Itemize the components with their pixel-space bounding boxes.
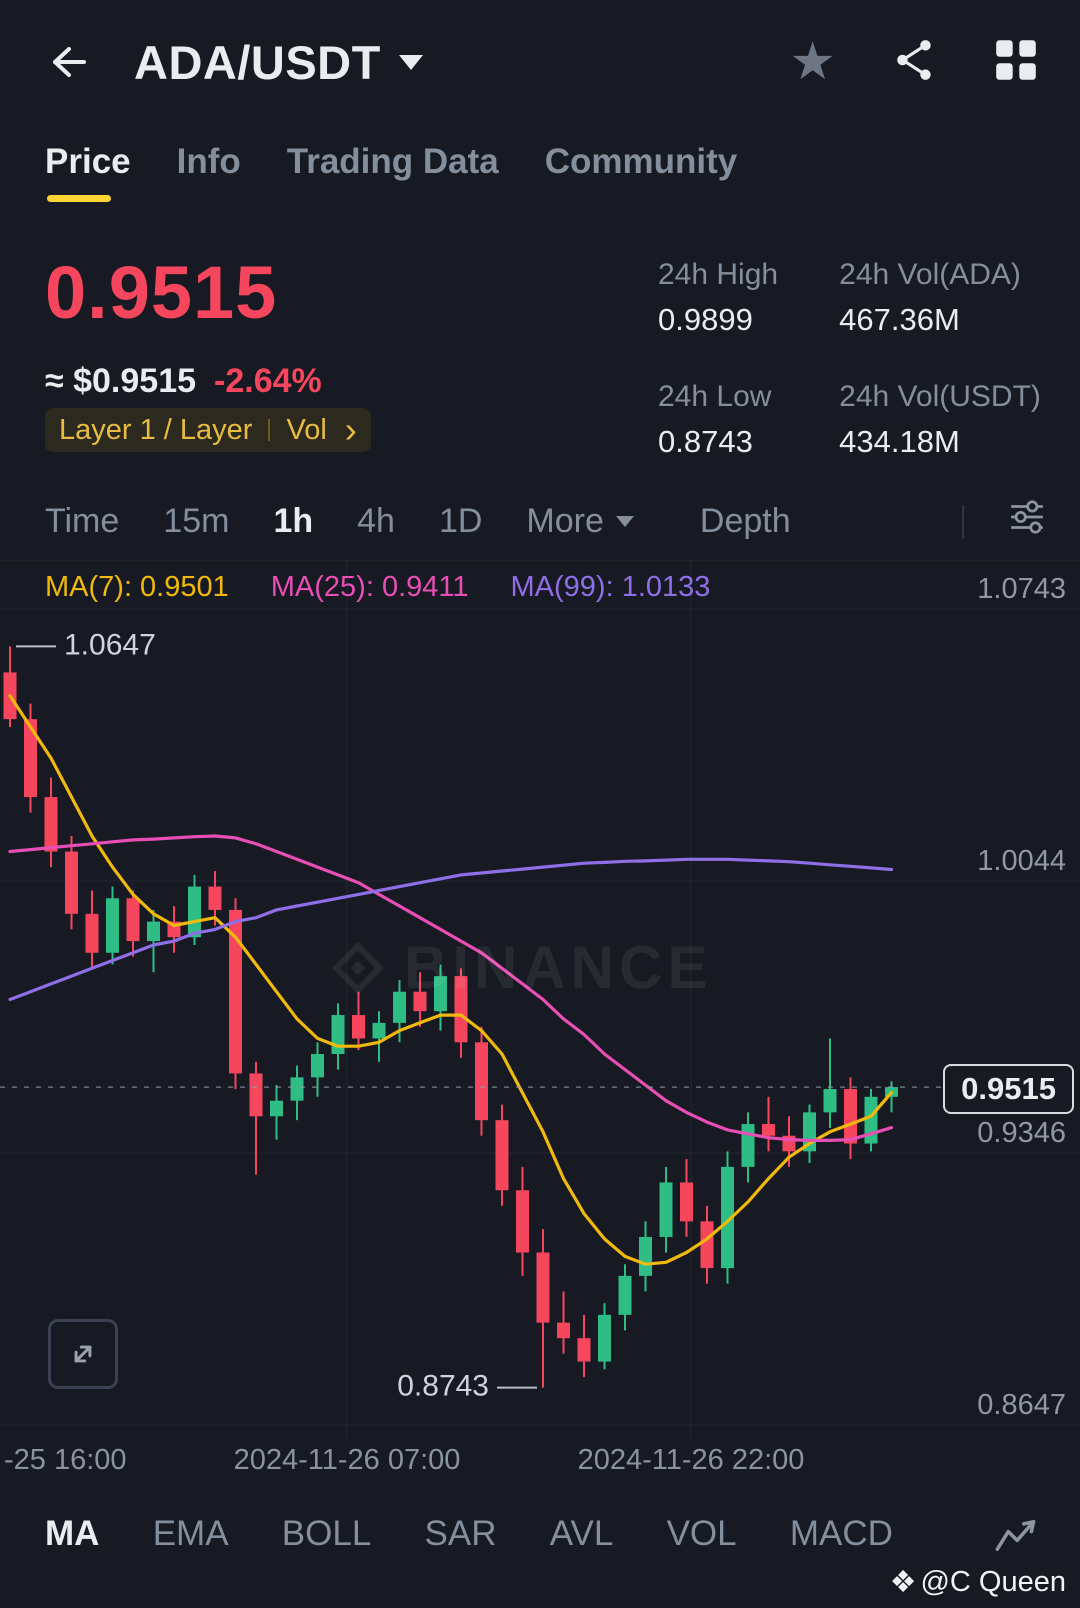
chart-settings-button[interactable] [1008,498,1046,545]
chart-canvas[interactable]: 1.0647 0.8743 [0,561,1080,1441]
binance-watermark: BINANCE [330,933,712,1002]
ma25-label: MA(25): 0.9411 [270,571,469,603]
tab-trading-data[interactable]: Trading Data [286,142,499,181]
share-icon [897,39,931,80]
stat-label: 24h Vol(USDT) [839,380,1041,413]
grid-icon [996,39,1036,80]
y-axis-label: 1.0743 [977,573,1066,605]
stat-24h-low: 24h Low 0.8743 [658,380,817,460]
stat-label: 24h Low [658,380,772,413]
depth-button[interactable]: Depth [699,502,791,540]
tool-vol[interactable]: VOL [666,1514,737,1553]
binance-logo-icon [331,941,385,994]
ma-indicator-labels: MA(7): 0.9501 MA(25): 0.9411 MA(99): 1.0… [45,571,710,604]
tab-price[interactable]: Price [45,142,131,202]
tf-15m[interactable]: 15m [163,502,230,540]
fullscreen-chart-button[interactable] [48,1319,118,1389]
stat-label: 24h Vol(ADA) [839,258,1021,291]
indicator-buttons: MA EMA BOLL SAR AVL VOL MACD [45,1514,893,1554]
tab-community[interactable]: Community [544,142,738,181]
last-price-badge: 0.9515 [943,1064,1074,1115]
grid-menu-button[interactable] [994,38,1038,87]
pair-title: ADA/USDT [134,35,381,89]
last-price: 0.9515 [45,251,278,334]
fiat-price: ≈ $0.9515 [45,362,197,400]
share-button[interactable] [892,37,938,88]
tf-1h[interactable]: 1h [273,502,314,540]
vertical-divider [962,504,964,539]
line-chart-icon [995,1519,1036,1551]
indicator-toolbar: MA EMA BOLL SAR AVL VOL MACD [0,1498,1080,1608]
more-label: More [526,502,604,540]
stat-label: 24h High [658,258,779,291]
tool-ma[interactable]: MA [45,1514,100,1553]
stat-value: 467.36M [839,302,960,337]
tag-vol-label: Vol [286,413,327,446]
x-axis-label: 2024-11-26 22:00 [577,1444,805,1476]
stat-24h-high: 24h High 0.9899 [658,258,817,338]
price-change-percent: -2.64% [214,362,322,400]
chevron-down-icon [398,54,423,70]
chart-area: 1.0647 0.8743 BINANCE MA(7): 0.9501 MA(25… [0,560,1080,1441]
stats-grid: 24h High 0.9899 24h Vol(ADA) 467.36M 24h… [658,258,1054,460]
y-axis-label: 1.0044 [977,845,1066,877]
tool-avl[interactable]: AVL [549,1514,614,1553]
category-tag[interactable]: Layer 1 / Layer Vol › [45,408,371,452]
tf-time[interactable]: Time [45,502,120,540]
price-subline: ≈ $0.9515 -2.64% [45,362,322,401]
tool-boll[interactable]: BOLL [281,1514,372,1553]
chevron-down-icon [615,516,634,527]
ma7-label: MA(7): 0.9501 [45,571,229,603]
category-tag-label: Layer 1 / Layer [59,413,253,446]
y-axis-label: 0.9346 [977,1117,1066,1149]
back-button[interactable] [42,35,96,89]
stat-24h-vol-ada: 24h Vol(ADA) 467.36M [839,258,1054,338]
x-axis-label: 2024-11-26 07:00 [233,1444,461,1476]
header-actions: ★ [789,36,1038,88]
tool-ema[interactable]: EMA [152,1514,229,1553]
tag-divider [268,419,271,441]
stat-value: 0.9899 [658,302,753,337]
stat-value: 434.18M [839,424,960,459]
back-arrow-icon [53,47,86,77]
indicator-settings-icon [1011,500,1043,534]
ma99-label: MA(99): 1.0133 [510,571,711,603]
favorite-star-button[interactable]: ★ [789,33,836,91]
more-dropdown[interactable]: More [526,502,634,541]
svg-text:0.8743: 0.8743 [397,1370,489,1403]
kline-style-button[interactable] [994,1516,1038,1561]
tf-4h[interactable]: 4h [357,502,395,540]
tool-macd[interactable]: MACD [789,1514,893,1553]
tf-1d[interactable]: 1D [438,502,483,540]
creator-handle: @C Queen [920,1566,1066,1598]
y-axis-label: 0.8647 [977,1389,1066,1421]
top-tabs: Price Info Trading Data Community [45,142,737,202]
timeframe-row: Time 15m 1h 4h 1D More Depth [45,498,1046,545]
watermark-text: BINANCE [404,934,713,1001]
tab-info[interactable]: Info [176,142,241,181]
x-axis: -25 16:00 2024-11-26 07:00 2024-11-26 22… [0,1444,1080,1480]
header: ADA/USDT ★ [0,20,1080,104]
x-axis-label: -25 16:00 [4,1444,127,1476]
stat-24h-vol-usdt: 24h Vol(USDT) 434.18M [839,380,1054,460]
chevron-right-icon: › [344,408,357,450]
pair-selector[interactable]: ADA/USDT [134,35,423,90]
stat-value: 0.8743 [658,424,753,459]
tool-sar[interactable]: SAR [424,1514,497,1553]
svg-text:1.0647: 1.0647 [64,628,156,661]
expand-icon [74,1345,92,1363]
diamond-icon: ❖ [889,1566,917,1599]
creator-watermark: ❖ @C Queen [890,1565,1066,1600]
